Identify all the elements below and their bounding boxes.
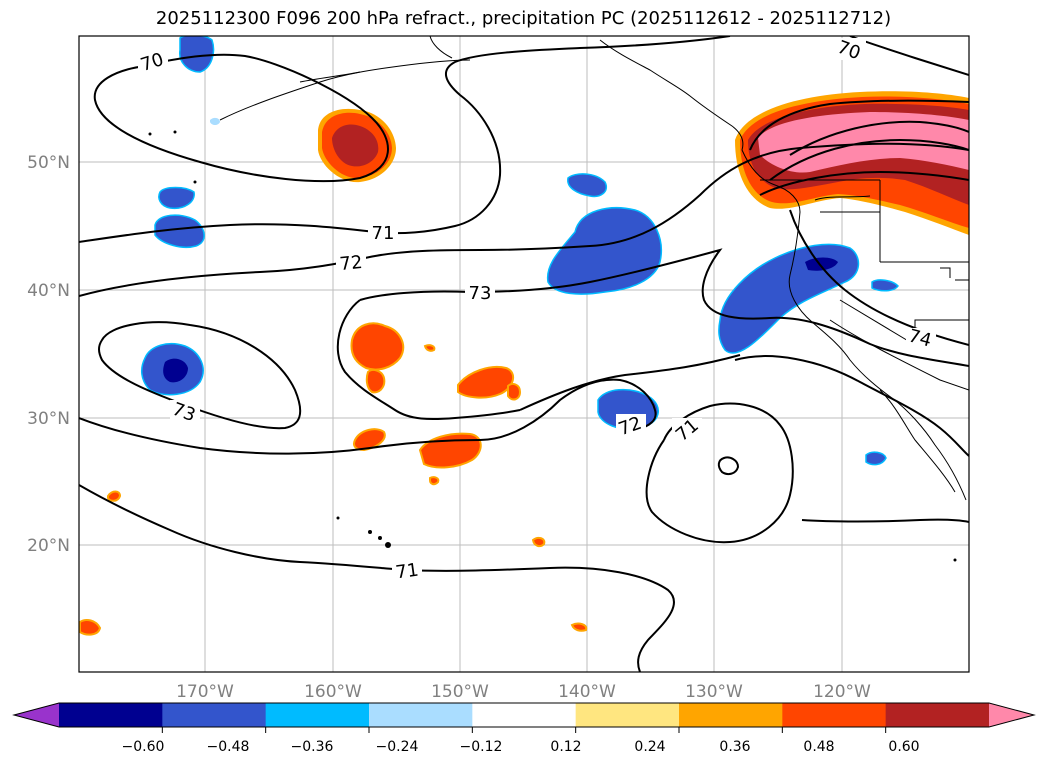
lat-label: 30°N (27, 409, 70, 429)
coastlines (219, 36, 969, 501)
precip-positive-northeast (735, 91, 969, 235)
colorbar-segment (472, 703, 577, 727)
lat-label: 50°N (27, 153, 70, 173)
colorbar-segment (782, 703, 887, 727)
lon-label: 120°W (813, 682, 871, 702)
map-title: 2025112300 F096 200 hPa refract., precip… (155, 8, 892, 29)
lat-label: 40°N (27, 281, 70, 301)
colorbar-tick-label: 0.48 (803, 739, 834, 755)
contour-label: 71 (394, 560, 420, 584)
contour-label: 72 (339, 252, 364, 275)
colorbar-ticks: −0.60 −0.48 −0.36 −0.24 −0.12 0.12 0.24 … (122, 739, 920, 755)
colorbar-tick-label: −0.36 (291, 739, 334, 755)
colorbar-tick-label: −0.24 (376, 739, 419, 755)
lon-label: 150°W (431, 682, 489, 702)
map-frame (78, 35, 970, 673)
colorbar-segment (575, 703, 680, 727)
colorbar-tick-label: 0.60 (888, 739, 919, 755)
colorbar-tick-label: 0.24 (634, 739, 665, 755)
contour-label: 71 (372, 223, 395, 244)
latitude-labels: 50°N 40°N 30°N 20°N (27, 153, 70, 556)
islands (148, 130, 957, 562)
colorbar-segment (679, 703, 783, 727)
colorbar-tick-label: 0.12 (550, 739, 581, 755)
lon-label: 130°W (685, 682, 743, 702)
colorbar-extend-low (14, 703, 59, 727)
lon-label: 160°W (304, 682, 362, 702)
colorbar-tick-label: −0.12 (460, 739, 503, 755)
colorbar-extend-high (989, 703, 1034, 727)
lon-label: 170°W (176, 682, 234, 702)
precip-positive-north (318, 108, 396, 183)
colorbar: −0.60 −0.48 −0.36 −0.24 −0.12 0.12 0.24 … (12, 702, 1036, 755)
colorbar-segments (59, 703, 990, 727)
colorbar-segment (369, 703, 473, 727)
colorbar-tickmarks (161, 727, 887, 733)
colorbar-segment (885, 703, 990, 727)
longitude-labels: 170°W 160°W 150°W 140°W 130°W 120°W (176, 682, 871, 702)
colorbar-tick-label: 0.36 (719, 739, 750, 755)
colorbar-segment (59, 703, 163, 727)
colorbar-segment (265, 703, 370, 727)
colorbar-segment (162, 703, 267, 727)
colorbar-tick-label: −0.60 (122, 739, 165, 755)
lon-label: 140°W (558, 682, 616, 702)
colorbar-tick-label: −0.48 (207, 739, 250, 755)
precip-positive-central (79, 322, 588, 636)
colorbar-outline (12, 702, 1036, 728)
contour-label: 73 (469, 283, 492, 304)
lat-label: 20°N (27, 536, 70, 556)
